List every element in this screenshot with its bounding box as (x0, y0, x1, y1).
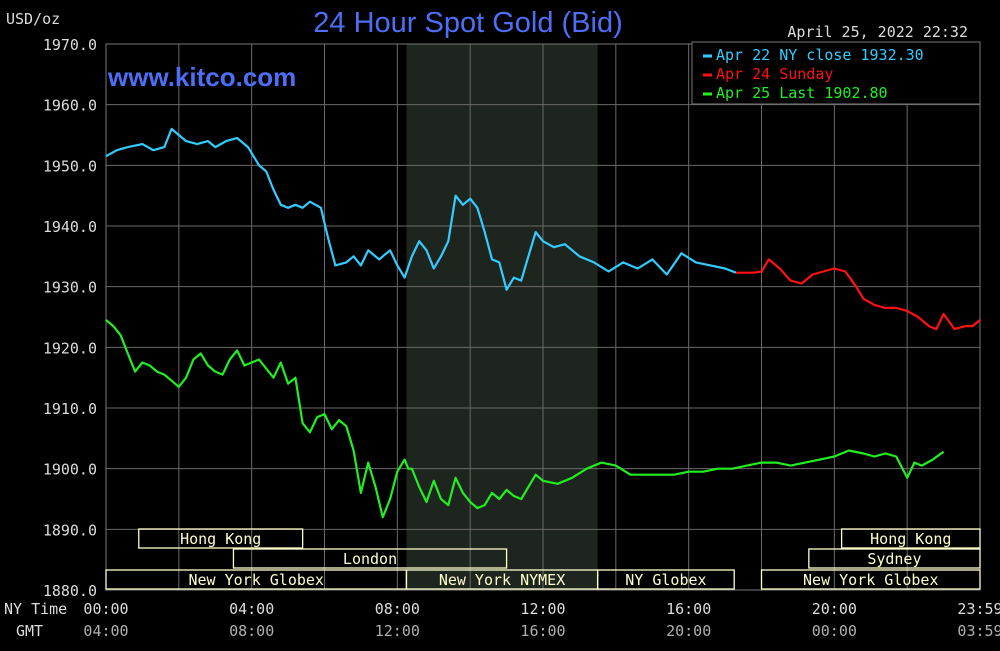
y-tick-label: 1920.0 (43, 339, 97, 357)
x-tick-label-gmt: 16:00 (520, 622, 565, 640)
nymex-session-shade (406, 44, 598, 590)
session-label: Hong Kong (870, 530, 951, 548)
y-tick-label: 1950.0 (43, 157, 97, 175)
series-line-2 (105, 319, 945, 519)
session-label: New York Globex (188, 571, 323, 589)
legend-entry: Apr 24 Sunday (716, 65, 833, 83)
price-series (105, 127, 981, 519)
y-tick-label: 1960.0 (43, 97, 97, 115)
session-label: Sydney (867, 550, 921, 568)
x-tick-label-gmt: 04:00 (83, 622, 128, 640)
chart-timestamp: April 25, 2022 22:32 (787, 23, 968, 41)
x-tick-label-ny: 04:00 (229, 600, 274, 618)
y-tick-label: 1880.0 (43, 582, 97, 600)
y-tick-label: 1910.0 (43, 400, 97, 418)
session-band (760, 569, 981, 590)
market-sessions: Hong Kong Hong Kong London Sydney New York G… (105, 528, 981, 590)
plot-border (105, 43, 981, 591)
y-axis-unit: USD/oz (6, 10, 60, 28)
x-tick-label-gmt: 08:00 (229, 622, 274, 640)
session-band (232, 548, 508, 569)
session-label: Hong Kong (180, 530, 261, 548)
gmt-row-label: GMT (16, 622, 43, 640)
watermark: www.kitco.com (107, 62, 296, 92)
legend-box (691, 41, 981, 105)
x-tick-label-ny: 08:00 (375, 600, 420, 618)
x-axis-ticks: 00:00 04:00 04:00 08:00 08:00 12:00 12:00 16:00… (83, 600, 1000, 640)
session-band (138, 528, 304, 549)
chart-title: 24 Hour Spot Gold (Bid) (313, 7, 622, 39)
x-tick-label-gmt: 03:59 (957, 622, 1000, 640)
session-label: New York NYMEX (439, 571, 565, 589)
y-tick-label: 1970.0 (43, 36, 97, 54)
y-tick-label: 1890.0 (43, 521, 97, 539)
x-tick-label-ny: 00:00 (83, 600, 128, 618)
session-label: London (343, 550, 397, 568)
x-tick-label-ny: 12:00 (520, 600, 565, 618)
session-label: New York Globex (803, 571, 938, 589)
session-band (840, 528, 981, 549)
x-tick-label-ny: 16:00 (666, 600, 711, 618)
ny-time-row-label: NY Time (4, 600, 67, 618)
session-label: NY Globex (625, 571, 706, 589)
y-axis-ticks: 1970.0 1960.0 1950.0 1940.0 1930.0 1920.0 1910… (43, 36, 97, 600)
x-tick-label-ny: 23:59 (957, 600, 1000, 618)
session-band (596, 569, 735, 590)
legend-entry: Apr 25 Last 1902.80 (716, 84, 888, 102)
y-tick-label: 1900.0 (43, 461, 97, 479)
x-tick-label-gmt: 00:00 (812, 622, 857, 640)
y-tick-label: 1940.0 (43, 218, 97, 236)
x-tick-label-ny: 20:00 (812, 600, 857, 618)
series-line-1 (736, 258, 981, 331)
session-band (808, 548, 981, 569)
series-line-0 (105, 127, 737, 291)
legend-entry: Apr 22 NY close 1932.30 (716, 46, 924, 64)
x-tick-label-gmt: 20:00 (666, 622, 711, 640)
y-tick-label: 1930.0 (43, 279, 97, 297)
x-tick-label-gmt: 12:00 (375, 622, 420, 640)
